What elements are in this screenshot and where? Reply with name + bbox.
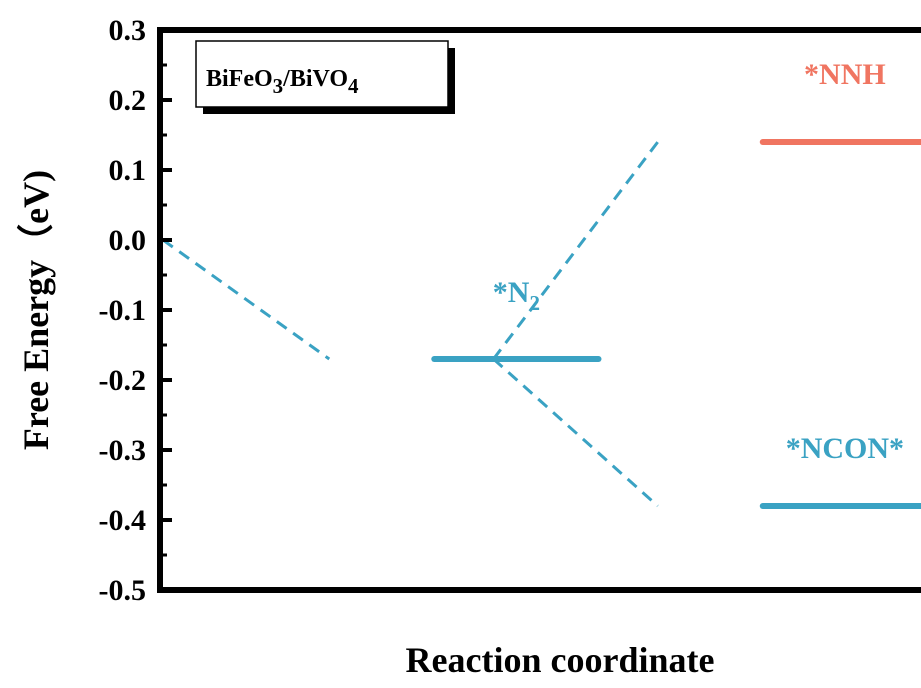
energy-level-label: *NCON* bbox=[786, 432, 904, 465]
inset-mid: /BiVO bbox=[282, 66, 348, 92]
y-tick-label: -0.2 bbox=[99, 364, 147, 397]
energy-connector bbox=[492, 141, 659, 360]
y-tick-label: 0.2 bbox=[109, 84, 147, 117]
energy-level-label: *N2 bbox=[493, 276, 540, 315]
energy-connector bbox=[162, 238, 331, 361]
x-axis-title: Reaction coordinate bbox=[406, 640, 715, 680]
y-axis-title: Free Energy（eV) bbox=[16, 170, 56, 450]
y-tick-label: -0.5 bbox=[99, 574, 147, 607]
y-tick-label: -0.3 bbox=[99, 434, 147, 467]
inset-sub1: 3 bbox=[273, 74, 284, 98]
inset-base1: BiFeO bbox=[206, 66, 273, 92]
y-tick-label: -0.1 bbox=[99, 294, 147, 327]
y-tick-label: -0.4 bbox=[99, 504, 147, 537]
y-tick-label: 0.3 bbox=[109, 14, 147, 47]
inset-label: BiFeO3/BiVO4 bbox=[195, 40, 455, 114]
y-tick-label: 0.0 bbox=[109, 224, 147, 257]
y-tick-label: 0.1 bbox=[109, 154, 147, 187]
inset-label-text: BiFeO3/BiVO4 bbox=[206, 66, 359, 98]
inset-sub2: 4 bbox=[348, 74, 359, 98]
energy-level-label: *NNH bbox=[804, 58, 886, 91]
energy-connector bbox=[492, 357, 659, 508]
